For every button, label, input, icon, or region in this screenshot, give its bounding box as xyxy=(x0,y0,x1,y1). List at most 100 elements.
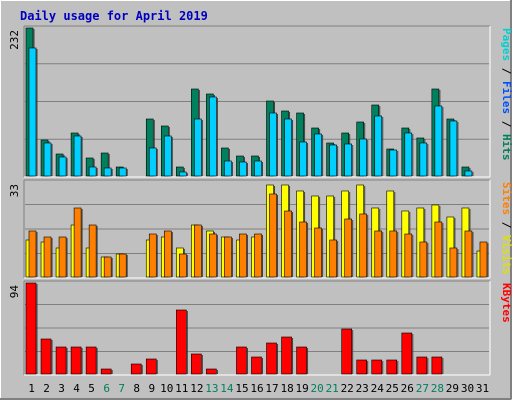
bar-sites-day-30 xyxy=(464,230,473,278)
bar-files-day-17 xyxy=(269,112,277,177)
bar-sites-day-27 xyxy=(419,241,428,278)
bar-files-day-1 xyxy=(28,47,37,177)
panels-layer: 232 Pages / Files / Hits 33 Sites / Visits 9… xyxy=(8,25,512,376)
bar-sites-day-16 xyxy=(254,233,262,278)
bar-kbytes-day-5 xyxy=(85,346,97,375)
bar-files-day-27 xyxy=(419,142,428,177)
bar-files-day-7 xyxy=(118,167,127,177)
day-label: 16 xyxy=(250,382,263,395)
bar-sites-day-25 xyxy=(389,230,398,278)
day-label: 18 xyxy=(280,382,293,395)
bar-files-day-12 xyxy=(194,118,202,177)
bar-files-day-21 xyxy=(329,144,337,177)
bar-sites-day-20 xyxy=(314,227,322,278)
bar-sites-day-23 xyxy=(359,213,368,278)
bar-kbytes-day-6 xyxy=(100,368,112,375)
bar-sites-day-7 xyxy=(118,253,127,278)
bar-kbytes-day-24 xyxy=(371,359,383,375)
bar-sites-day-5 xyxy=(88,224,97,278)
day-label: 12 xyxy=(190,382,203,395)
bar-sites-day-18 xyxy=(284,210,292,278)
axis-label: Sites / Visits xyxy=(500,182,512,275)
bar-kbytes-day-28 xyxy=(431,356,443,375)
bar-kbytes-day-8 xyxy=(130,363,142,375)
bar-sites-day-3 xyxy=(58,236,67,278)
day-label: 28 xyxy=(431,382,444,395)
bar-sites-day-28 xyxy=(434,221,443,278)
day-label: 17 xyxy=(265,382,278,395)
bar-sites-day-29 xyxy=(449,247,458,278)
bar-files-day-13 xyxy=(209,96,217,177)
bar-sites-day-26 xyxy=(404,233,413,278)
bar-sites-day-9 xyxy=(148,233,157,278)
bar-files-day-6 xyxy=(103,167,112,177)
bar-sites-day-4 xyxy=(73,207,82,278)
day-label: 20 xyxy=(310,382,323,395)
day-label: 14 xyxy=(220,382,234,395)
bar-files-day-4 xyxy=(73,135,82,177)
day-label: 1 xyxy=(28,382,35,395)
day-label: 3 xyxy=(58,382,65,395)
day-label: 6 xyxy=(103,382,110,395)
day-label: 22 xyxy=(341,382,354,395)
day-label: 7 xyxy=(118,382,125,395)
scale-max-label: 232 xyxy=(8,30,21,50)
bar-sites-day-6 xyxy=(103,256,112,278)
bar-files-day-22 xyxy=(344,143,352,177)
day-label: 9 xyxy=(148,382,155,395)
bar-sites-day-15 xyxy=(239,233,247,278)
day-label: 8 xyxy=(133,382,140,395)
bar-kbytes-day-16 xyxy=(251,356,262,375)
bar-sites-day-19 xyxy=(299,221,307,278)
day-label: 30 xyxy=(461,382,474,395)
scale-max-label: 94 xyxy=(8,285,21,299)
day-label: 26 xyxy=(401,382,414,395)
day-labels: 1 2 3 4 5 6 7 8 9 10 11 12 13 14 15 16 17 18 19 20 21 22 23 24 2… xyxy=(28,382,489,395)
bar-files-day-2 xyxy=(43,142,52,177)
bar-sites-day-1 xyxy=(28,230,37,278)
bar-sites-day-11 xyxy=(179,253,187,278)
bar-files-day-28 xyxy=(434,105,443,177)
bar-kbytes-day-26 xyxy=(401,332,413,375)
bar-kbytes-day-17 xyxy=(266,342,277,375)
bar-files-day-30 xyxy=(464,170,473,177)
day-label: 10 xyxy=(160,382,173,395)
bar-files-day-14 xyxy=(224,160,232,177)
day-label: 25 xyxy=(386,382,399,395)
day-label: 13 xyxy=(205,382,218,395)
day-label: 24 xyxy=(371,382,385,395)
bar-files-day-18 xyxy=(284,118,292,177)
axis-label: Pages / Files / Hits xyxy=(500,28,512,161)
bar-sites-day-22 xyxy=(344,218,352,278)
bar-kbytes-day-15 xyxy=(236,346,247,375)
bar-sites-day-31 xyxy=(479,241,488,278)
bar-files-day-23 xyxy=(359,138,368,177)
bar-kbytes-day-2 xyxy=(40,338,52,375)
bar-kbytes-day-4 xyxy=(70,346,82,375)
bar-files-day-26 xyxy=(404,132,413,177)
bar-files-day-16 xyxy=(254,160,262,177)
bar-files-day-25 xyxy=(389,149,398,177)
day-label: 11 xyxy=(175,382,188,395)
scale-max-label: 33 xyxy=(8,184,21,197)
bar-sites-day-12 xyxy=(194,224,202,278)
bar-sites-day-24 xyxy=(374,230,383,278)
bar-sites-day-10 xyxy=(163,230,172,278)
day-label: 31 xyxy=(476,382,489,395)
day-label: 4 xyxy=(73,382,80,395)
bar-files-day-29 xyxy=(449,120,458,177)
bar-files-day-20 xyxy=(314,133,322,177)
bar-files-day-15 xyxy=(239,161,247,177)
bar-kbytes-day-18 xyxy=(281,336,292,375)
bar-sites-day-13 xyxy=(209,233,217,278)
bar-kbytes-day-19 xyxy=(296,346,307,375)
bar-sites-day-14 xyxy=(224,236,232,278)
day-label: 21 xyxy=(326,382,339,395)
bar-kbytes-day-3 xyxy=(55,346,67,375)
bar-sites-day-21 xyxy=(329,239,337,278)
day-label: 2 xyxy=(43,382,50,395)
day-label: 5 xyxy=(88,382,95,395)
day-label: 19 xyxy=(295,382,308,395)
